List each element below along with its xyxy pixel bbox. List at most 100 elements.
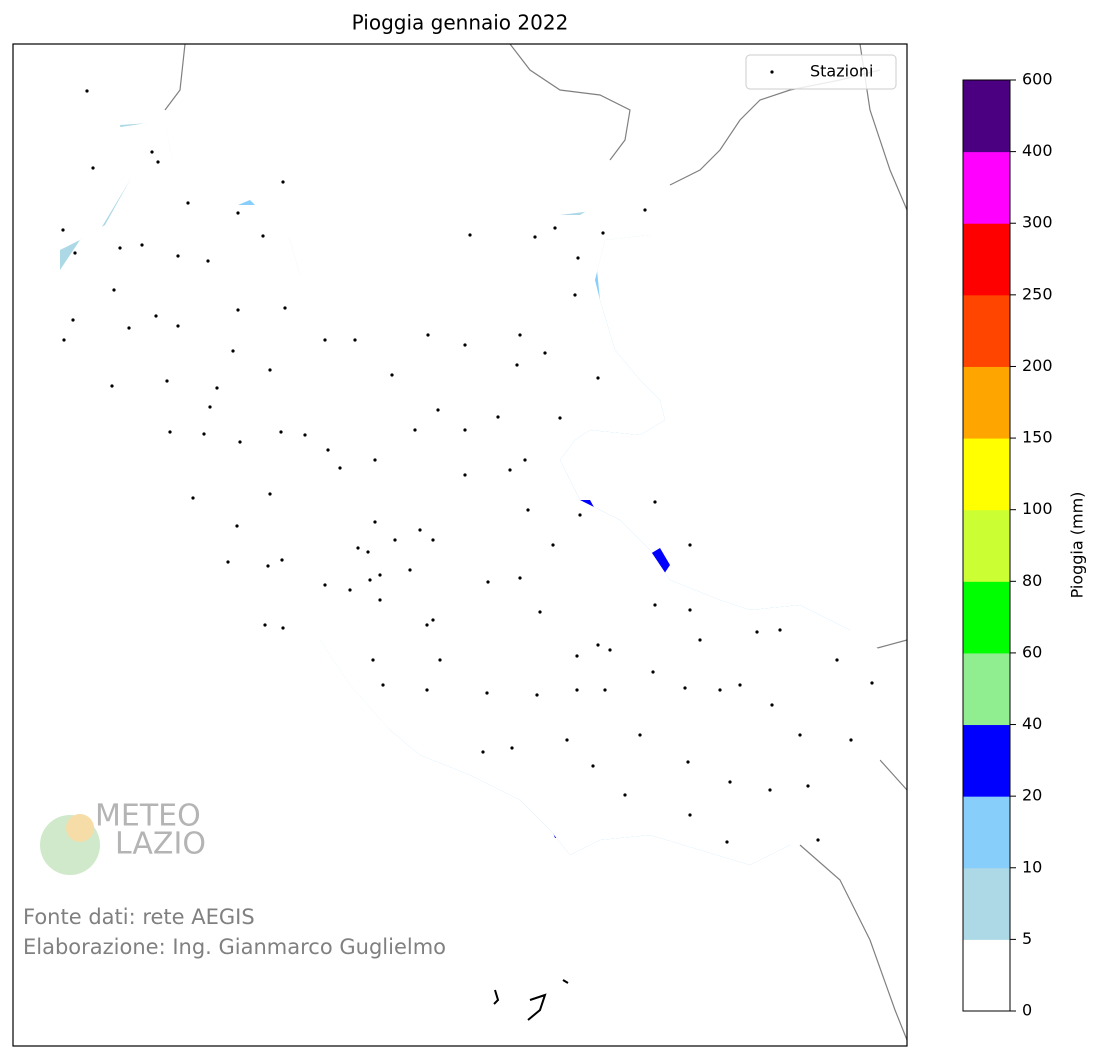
station [413,428,417,432]
station [176,254,180,258]
station [323,583,327,587]
station [283,306,287,310]
station [186,201,190,205]
islands [493,979,569,1021]
station [608,648,612,652]
tick-label: 600 [1022,70,1053,89]
station [393,538,397,542]
station [263,623,267,627]
station [378,573,382,577]
station [486,580,490,584]
station [436,408,440,412]
station [688,608,692,612]
station [91,166,95,170]
station [202,432,206,436]
station [591,764,595,768]
tick-label: 150 [1022,428,1053,447]
station [578,513,582,517]
tick-label: 10 [1022,857,1042,876]
legend-box [745,54,897,90]
station [816,838,820,842]
station [576,256,580,260]
station [281,626,285,630]
station [150,150,154,154]
colorbar-band [963,867,1010,940]
station [778,628,782,632]
tick-label: 5 [1022,929,1032,948]
station [268,368,272,372]
station [85,89,89,93]
tick-label: 200 [1022,356,1053,375]
colorbar-band [963,724,1010,797]
station [768,788,772,792]
station [485,691,489,695]
station [653,603,657,607]
station [596,643,600,647]
station [71,318,75,322]
colorbar-band [963,151,1010,224]
map-frame [12,43,908,1047]
station [849,738,853,742]
logo: METEO LAZIO [40,799,206,875]
station [280,558,284,562]
station [238,440,242,444]
station [870,681,874,685]
station [603,688,607,692]
station [215,386,219,390]
station [596,376,600,380]
border [164,43,908,1041]
station [683,686,687,690]
station [323,338,327,342]
station [725,840,729,844]
station [533,235,537,239]
station [508,468,512,472]
station [431,538,435,542]
station [366,550,370,554]
station [208,405,212,409]
colorbar-band [963,796,1010,869]
station [515,363,519,367]
station [543,351,547,355]
station [463,428,467,432]
station [156,160,160,164]
tick-label: 300 [1022,213,1053,232]
tick-label: 400 [1022,141,1053,160]
station [348,588,352,592]
station [688,813,692,817]
station [368,578,372,582]
station [643,208,647,212]
station [390,373,394,377]
station [279,430,283,434]
station [373,458,377,462]
station [62,338,66,342]
station [688,543,692,547]
station [806,784,810,788]
station [575,688,579,692]
tick-label: 80 [1022,571,1042,590]
colorbar-frame [962,79,1011,1012]
station [518,576,522,580]
station [110,384,114,388]
colorbar-band [963,294,1010,367]
tick-label: 40 [1022,714,1042,733]
station [728,780,732,784]
station [601,231,605,235]
station [526,508,530,512]
credit: Elaborazione: Ing. Gianmarco Guglielmo [23,935,446,959]
station [226,560,230,564]
station [653,500,657,504]
station [651,670,655,674]
station [463,343,467,347]
station [112,288,116,292]
tick-label: 20 [1022,786,1042,805]
station [303,433,307,437]
station [236,211,240,215]
logo-text: LAZIO [115,827,206,862]
station [535,693,539,697]
station [538,610,542,614]
station [770,703,774,707]
station [426,333,430,337]
station [573,293,577,297]
station [326,448,330,452]
